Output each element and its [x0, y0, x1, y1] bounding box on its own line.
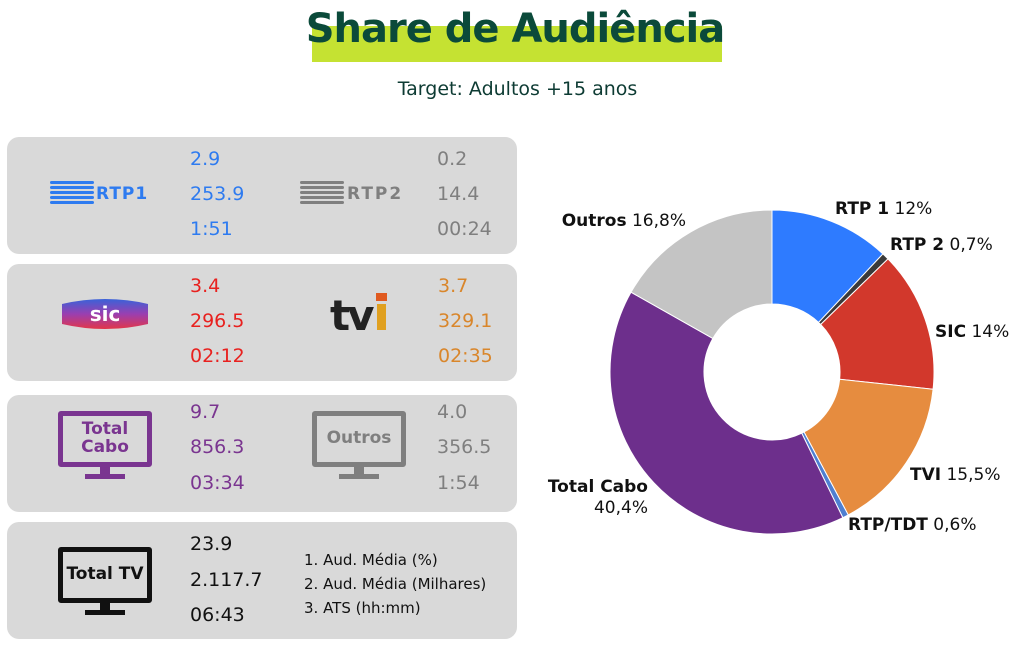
rtp1-ats: 1:51 — [190, 218, 233, 240]
total-cabo-aud: 856.3 — [190, 436, 245, 458]
outros-aud: 356.5 — [437, 436, 492, 458]
donut-label-outros: Outros 16,8% — [562, 211, 686, 231]
rtp1-logo: RTP1 — [50, 181, 148, 204]
tvi-logo: tv — [330, 291, 387, 338]
total-cabo-tv-label: Total Cabo — [81, 419, 129, 457]
svg-text:sic: sic — [90, 302, 121, 326]
tvi-ats: 02:35 — [438, 345, 493, 367]
tvi-aud: 329.1 — [438, 310, 493, 332]
donut-label-rtp-tdt: RTP/TDT 0,6% — [848, 515, 977, 535]
total-cabo-ats: 03:34 — [190, 472, 245, 494]
donut-label-rtp-1: RTP 1 12% — [835, 199, 932, 219]
panel-rtp — [7, 137, 517, 254]
tv-stand-icon — [100, 467, 110, 474]
total-cabo-share: 9.7 — [190, 401, 221, 423]
sic-ats: 02:12 — [190, 345, 245, 367]
outros-tv-icon: Outros — [312, 411, 406, 467]
note-item: 1. Aud. Média (%) — [304, 551, 438, 569]
tvi-share: 3.7 — [438, 275, 469, 297]
donut-slice-sic — [819, 258, 935, 390]
panel-total-tv — [7, 522, 517, 639]
tv-base-icon — [85, 474, 125, 479]
donut-slice-outros — [630, 209, 773, 340]
rtp1-aud: 253.9 — [190, 183, 245, 205]
donut-slice-tvi — [803, 378, 934, 516]
rtp2-logo: RTP2 — [300, 181, 403, 204]
svg-text:tv: tv — [330, 291, 374, 338]
donut-label-sic: SIC 14% — [935, 322, 1009, 342]
sic-logo: sic — [62, 299, 148, 329]
outros-share: 4.0 — [437, 401, 468, 423]
total-tv-share: 23.9 — [190, 533, 233, 555]
total-cabo-tv-icon: Total Cabo — [58, 411, 152, 467]
tv-base-icon — [85, 610, 125, 615]
outros-tv-label: Outros — [326, 428, 392, 449]
rtp1-share: 2.9 — [190, 148, 221, 170]
rtp2-aud: 14.4 — [437, 183, 480, 205]
svg-text:RTP1: RTP1 — [96, 184, 148, 204]
page-title: Share de Audiência — [305, 6, 726, 52]
sic-share: 3.4 — [190, 275, 221, 297]
metric-notes: 1. Aud. Média (%) 2. Aud. Média (Milhare… — [304, 548, 486, 620]
donut-slice-total-cabo — [609, 291, 844, 535]
total-tv-icon: Total TV — [58, 547, 152, 603]
donut-label-tvi: TVI 15,5% — [910, 465, 1001, 485]
title-block: Share de Audiência — [300, 4, 730, 62]
donut-label-rtp-2: RTP 2 0,7% — [890, 235, 993, 255]
outros-ats: 1:54 — [437, 472, 480, 494]
tv-stand-icon — [100, 603, 110, 610]
page-subtitle: Target: Adultos +15 anos — [397, 78, 638, 100]
svg-text:RTP2: RTP2 — [347, 184, 403, 204]
note-item: 3. ATS (hh:mm) — [304, 599, 421, 617]
total-tv-label: Total TV — [66, 564, 144, 585]
sic-aud: 296.5 — [190, 310, 245, 332]
tv-base-icon — [339, 474, 379, 479]
donut-label-total-cabo: Total Cabo 40,4% — [548, 477, 648, 518]
total-tv-aud: 2.117.7 — [190, 569, 263, 591]
title-highlight-bar — [312, 26, 722, 62]
note-item: 2. Aud. Média (Milhares) — [304, 575, 487, 593]
tv-stand-icon — [354, 467, 364, 474]
rtp2-ats: 00:24 — [437, 218, 492, 240]
rtp2-share: 0.2 — [437, 148, 468, 170]
total-tv-ats: 06:43 — [190, 604, 245, 626]
